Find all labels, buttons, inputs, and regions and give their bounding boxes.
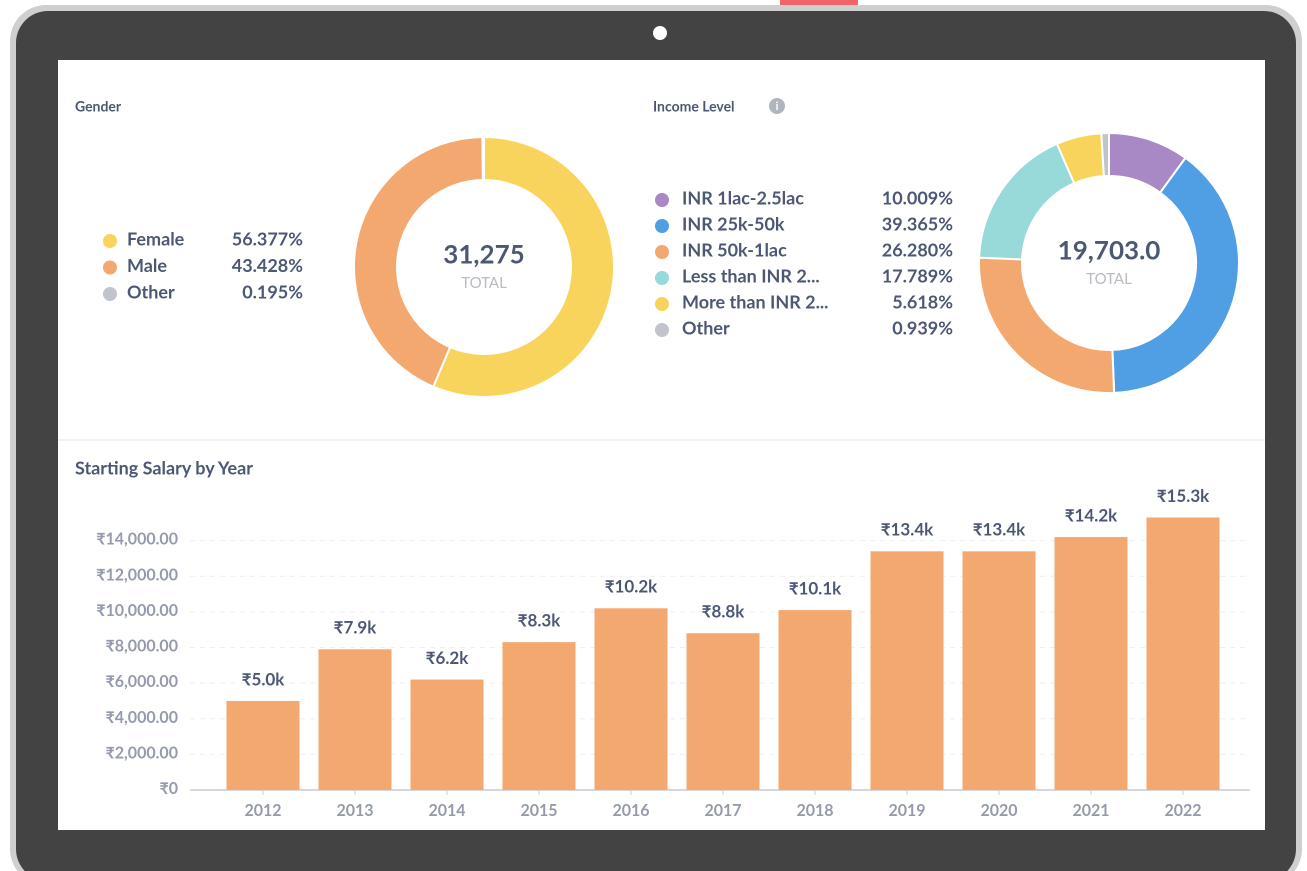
x-tick-label: 2019 <box>888 801 925 820</box>
center-caption: TOTAL <box>461 274 507 292</box>
panel-title: Starting Salary by Year <box>75 457 253 479</box>
legend-label: Less than INR 2... <box>682 265 820 287</box>
x-tick-label: 2017 <box>704 801 741 820</box>
bar <box>227 701 300 790</box>
bar-value-label: ₹10.1k <box>789 577 842 598</box>
legend-dot <box>103 261 117 275</box>
x-tick-label: 2014 <box>428 801 465 820</box>
bar-value-label: ₹6.2k <box>426 647 470 668</box>
bar <box>595 608 668 790</box>
camera <box>653 26 667 40</box>
y-tick-label: ₹0 <box>159 779 178 798</box>
donut-slice <box>482 137 484 180</box>
bar-value-label: ₹7.9k <box>334 617 378 638</box>
legend-value: 43.428% <box>232 254 303 276</box>
bar <box>963 551 1036 790</box>
bar <box>1055 537 1128 790</box>
x-tick-label: 2012 <box>244 801 281 820</box>
x-tick-label: 2013 <box>336 801 373 820</box>
legend-value: 5.618% <box>892 291 953 313</box>
panel-title: Income Level <box>653 98 735 115</box>
x-tick-label: 2021 <box>1072 801 1109 820</box>
legend-dot <box>103 234 117 248</box>
bar-value-label: ₹5.0k <box>242 668 286 689</box>
legend-value: 0.195% <box>242 281 303 303</box>
x-tick-label: 2015 <box>520 801 557 820</box>
legend-value: 26.280% <box>882 239 953 261</box>
bar <box>411 680 484 790</box>
info-icon-glyph: i <box>776 100 779 113</box>
bar-value-label: ₹13.4k <box>881 519 934 540</box>
bar <box>871 551 944 790</box>
bar <box>1147 517 1220 790</box>
bar-value-label: ₹10.2k <box>605 576 658 597</box>
legend-label: Male <box>127 254 167 276</box>
legend-value: 56.377% <box>232 228 303 250</box>
bar <box>319 649 392 790</box>
legend-label: Other <box>682 317 730 339</box>
legend-dot <box>103 287 117 301</box>
bar-value-label: ₹13.4k <box>973 519 1026 540</box>
bar <box>687 633 760 790</box>
legend-value: 39.365% <box>882 213 953 235</box>
legend-label: INR 1lac-2.5lac <box>682 187 804 209</box>
legend-dot <box>655 193 669 207</box>
legend-value: 0.939% <box>892 317 953 339</box>
bar-value-label: ₹15.3k <box>1157 485 1210 506</box>
legend-label: INR 25k-50k <box>682 213 785 235</box>
dashboard: Gender Income Level i Starting Salary by… <box>0 0 1307 871</box>
legend-label: More than INR 2... <box>682 291 828 313</box>
legend-label: Female <box>127 228 185 250</box>
bar <box>503 642 576 790</box>
bar <box>779 610 852 790</box>
legend-dot <box>655 323 669 337</box>
legend-dot <box>655 245 669 259</box>
center-caption: TOTAL <box>1086 270 1132 288</box>
legend-label: INR 50k-1lac <box>682 239 787 261</box>
y-tick-label: ₹8,000.00 <box>106 637 179 656</box>
bar-value-label: ₹8.3k <box>518 610 562 631</box>
bar-value-label: ₹8.8k <box>702 601 746 622</box>
y-tick-label: ₹2,000.00 <box>106 743 179 762</box>
legend-dot <box>655 297 669 311</box>
legend-dot <box>655 219 669 233</box>
y-tick-label: ₹12,000.00 <box>96 565 178 584</box>
panel-title: Gender <box>75 98 122 115</box>
x-tick-label: 2018 <box>796 801 833 820</box>
bar-value-label: ₹14.2k <box>1065 504 1118 525</box>
y-tick-label: ₹4,000.00 <box>106 708 179 727</box>
x-tick-label: 2016 <box>612 801 649 820</box>
y-tick-label: ₹14,000.00 <box>96 530 178 549</box>
legend-dot <box>655 271 669 285</box>
x-tick-label: 2022 <box>1164 801 1201 820</box>
legend-value: 17.789% <box>882 265 953 287</box>
y-tick-label: ₹10,000.00 <box>96 601 178 620</box>
center-total: 19,703.0 <box>1058 234 1161 266</box>
center-total: 31,275 <box>443 238 524 270</box>
x-tick-label: 2020 <box>980 801 1017 820</box>
legend-label: Other <box>127 281 175 303</box>
y-tick-label: ₹6,000.00 <box>106 672 179 691</box>
legend-value: 10.009% <box>882 187 953 209</box>
